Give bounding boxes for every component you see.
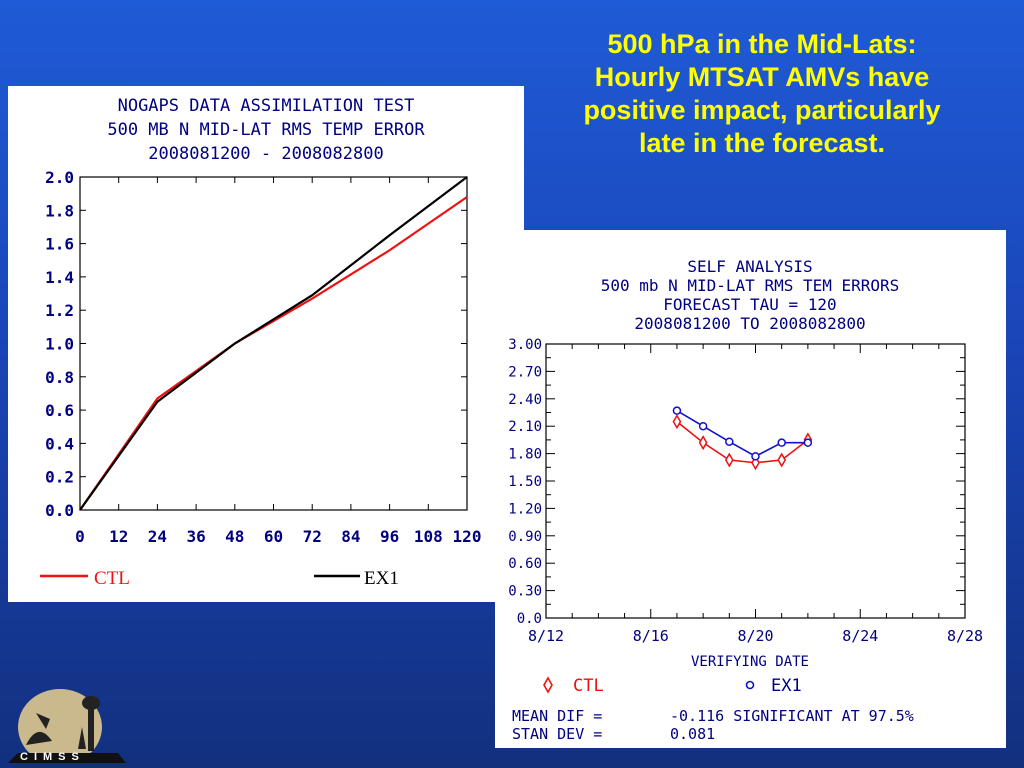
left-y-tick-label: 0.0 — [45, 501, 74, 520]
right-y-tick-label: 0.30 — [508, 584, 542, 600]
right-y-tick-label: 0.90 — [508, 529, 542, 545]
right-stat-value: -0.116 SIGNIFICANT AT 97.5% — [670, 707, 914, 725]
right-y-tick-label: 1.20 — [508, 501, 542, 517]
left-x-tick-label: 96 — [380, 527, 399, 546]
right-x-tick-label: 8/28 — [947, 627, 983, 645]
right-title-line: 2008081200 TO 2008082800 — [634, 314, 865, 333]
left-series-line-ex1 — [79, 176, 468, 511]
cimss-logo: CIMSS — [8, 689, 126, 763]
left-y-tick-label: 0.6 — [45, 401, 74, 420]
headline-line-2: Hourly MTSAT AMVs have — [594, 62, 930, 92]
right-y-tick-label: 3.00 — [508, 337, 542, 353]
left-y-tick-label: 0.2 — [45, 468, 74, 487]
right-y-tick-label: 1.80 — [508, 447, 542, 463]
right-plot-frame — [545, 343, 966, 619]
left-y-tick-label: 0.4 — [45, 434, 74, 453]
right-ex1-point — [725, 437, 734, 446]
left-title-line: 500 MB N MID-LAT RMS TEMP ERROR — [107, 120, 425, 140]
right-ex1-point — [698, 421, 708, 431]
right-x-axis-label: VERIFYING DATE — [691, 654, 809, 670]
right-legend-ctl-marker — [543, 676, 553, 694]
right-y-tick-label: 2.40 — [508, 392, 542, 408]
left-legend-ctl-label: CTL — [94, 568, 130, 589]
left-title-line: 2008081200 - 2008082800 — [148, 144, 383, 164]
right-ctl-point — [751, 455, 760, 471]
right-ctl-point — [672, 414, 682, 430]
left-y-tick-label: 1.2 — [45, 301, 74, 320]
right-ctl-point — [698, 435, 708, 451]
left-legend-ex1-label: EX1 — [364, 568, 399, 589]
left-title-line: NOGAPS DATA ASSIMILATION TEST — [118, 96, 415, 116]
right-ex1-point — [803, 438, 813, 447]
left-x-tick-label: 72 — [303, 527, 322, 546]
left-y-tick-label: 1.8 — [45, 201, 74, 220]
right-ex1-point — [672, 406, 682, 415]
left-x-tick-label: 120 — [453, 527, 482, 546]
right-legend-ex1-label: EX1 — [771, 676, 802, 696]
right-y-tick-label: 0.60 — [508, 556, 542, 572]
left-x-tick-label: 36 — [186, 527, 205, 546]
right-x-tick-label: 8/16 — [633, 627, 669, 645]
right-stat-label: STAN DEV = — [512, 725, 602, 743]
right-x-tick-label: 8/20 — [737, 627, 773, 645]
headline-line-3: positive impact, particularly — [583, 95, 941, 125]
right-stat-value: 0.081 — [670, 725, 715, 743]
left-x-tick-label: 24 — [148, 527, 167, 546]
right-ex1-point — [751, 452, 760, 461]
left-x-tick-label: 108 — [414, 527, 443, 546]
right-y-tick-label: 1.50 — [508, 474, 542, 490]
self-analysis-chart-panel: SELF ANALYSIS 500 mb N MID-LAT RMS TEM ER… — [495, 230, 1006, 748]
left-x-tick-label: 12 — [109, 527, 128, 546]
left-x-tick-label: 48 — [225, 527, 244, 546]
right-title-line: FORECAST TAU = 120 — [663, 295, 836, 314]
right-x-tick-label: 8/12 — [528, 627, 564, 645]
nogaps-rms-chart: NOGAPS DATA ASSIMILATION TEST 500 MB N MI… — [40, 96, 482, 589]
nogaps-chart-panel: NOGAPS DATA ASSIMILATION TEST 500 MB N MI… — [8, 86, 524, 602]
left-series-line-ctl — [79, 196, 468, 511]
right-legend-ctl-label: CTL — [573, 676, 604, 696]
logo-text: CIMSS — [20, 751, 85, 763]
left-y-tick-label: 1.4 — [45, 268, 74, 287]
right-stat-label: MEAN DIF = — [512, 707, 602, 725]
right-ctl-point — [724, 452, 734, 468]
right-title-line: 500 mb N MID-LAT RMS TEM ERRORS — [601, 276, 900, 295]
right-x-tick-label: 8/24 — [842, 627, 878, 645]
right-legend-ex1-marker — [745, 680, 755, 690]
headline-line-4: late in the forecast. — [638, 128, 886, 158]
left-y-tick-label: 1.0 — [45, 335, 74, 354]
left-plot-frame — [79, 176, 468, 511]
right-y-tick-label: 2.10 — [508, 419, 542, 435]
headline-line-1: 500 hPa in the Mid-Lats: — [607, 29, 917, 59]
right-ex1-point — [777, 438, 786, 447]
right-series-line-ex1 — [676, 409, 808, 458]
left-y-tick-label: 0.8 — [45, 368, 74, 387]
right-series-line-ctl — [676, 421, 809, 464]
left-x-tick-label: 60 — [264, 527, 283, 546]
right-y-tick-label: 0.0 — [517, 611, 542, 627]
left-y-tick-label: 2.0 — [45, 168, 74, 187]
right-y-tick-label: 2.70 — [508, 364, 542, 380]
left-x-tick-label: 84 — [341, 527, 360, 546]
left-y-tick-label: 1.6 — [45, 235, 74, 254]
right-ctl-point — [777, 452, 787, 468]
slide-headline: 500 hPa in the Mid-Lats: Hourly MTSAT AM… — [528, 28, 996, 160]
left-x-tick-label: 0 — [75, 527, 85, 546]
right-title-line: SELF ANALYSIS — [687, 257, 812, 276]
